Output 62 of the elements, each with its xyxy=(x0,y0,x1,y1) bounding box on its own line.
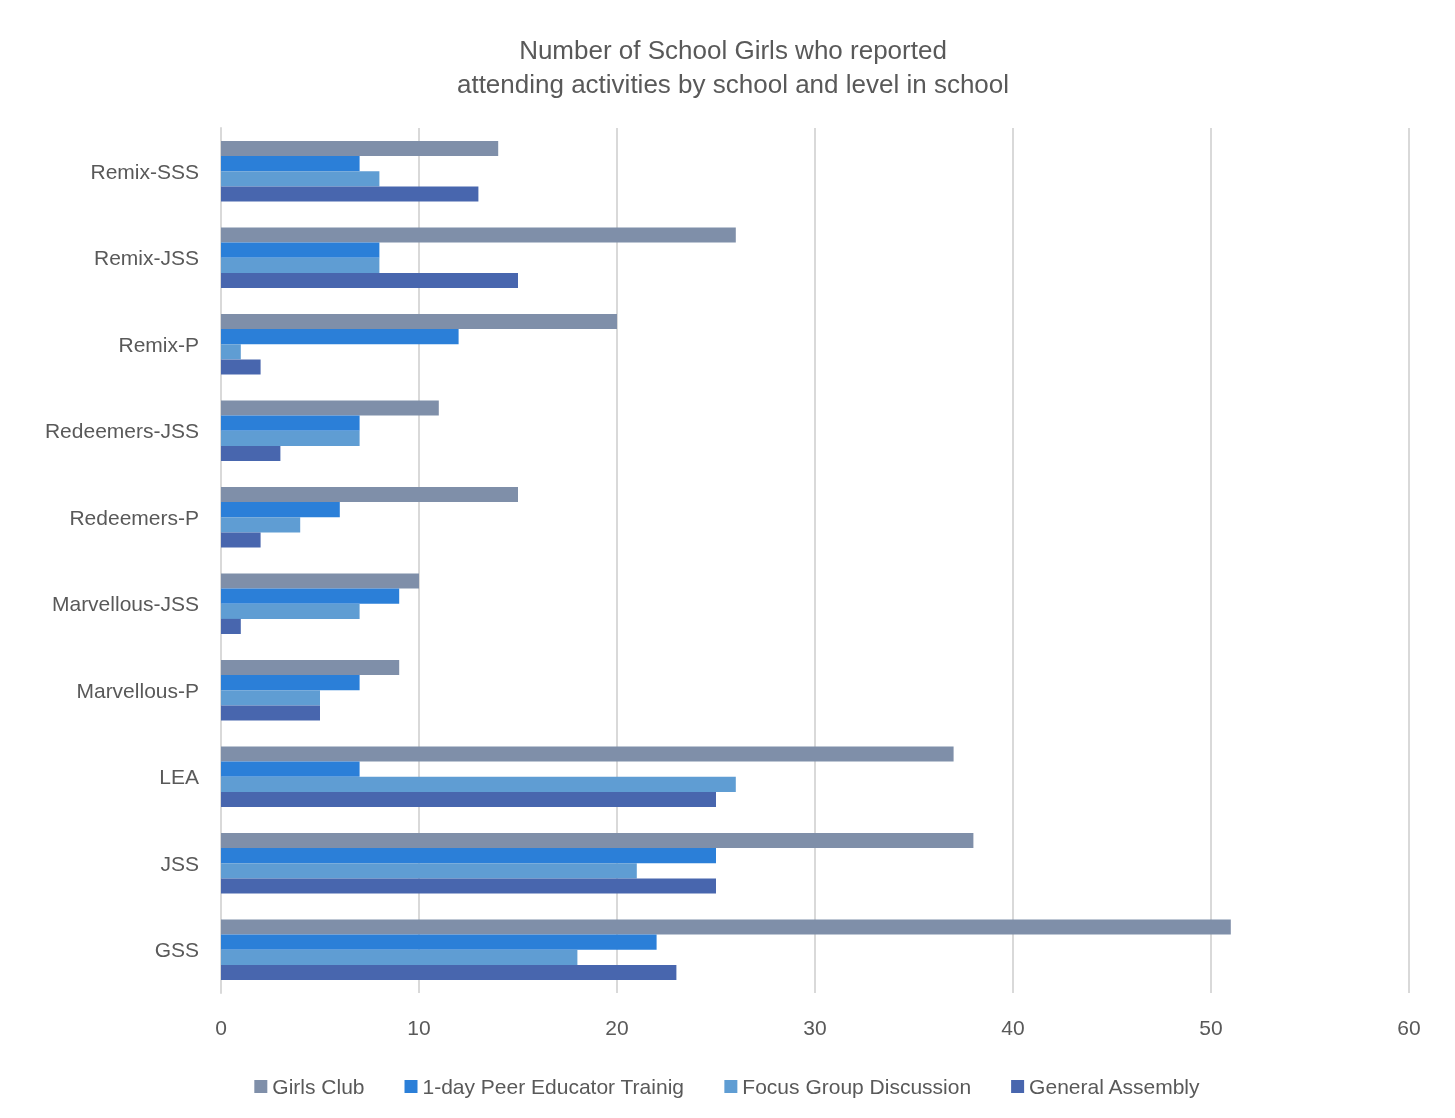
bar xyxy=(221,313,617,330)
bar xyxy=(221,746,954,762)
bar xyxy=(221,171,380,187)
bar xyxy=(221,573,419,589)
bar xyxy=(221,532,261,548)
bar xyxy=(221,919,1231,935)
bar xyxy=(221,848,716,864)
bar xyxy=(221,964,677,981)
bar xyxy=(221,186,479,202)
bar xyxy=(221,430,360,446)
bar xyxy=(221,705,320,721)
x-tick-label: 40 xyxy=(1001,1016,1025,1039)
bar xyxy=(221,242,380,258)
bar xyxy=(221,445,281,462)
bar xyxy=(221,156,360,172)
bar xyxy=(221,659,400,676)
bar xyxy=(221,272,518,289)
y-tick-label: Remix-JSS xyxy=(93,246,199,270)
legend-label: Girls Club xyxy=(272,1075,365,1098)
bar xyxy=(221,603,360,619)
x-tick-label: 10 xyxy=(407,1016,431,1039)
bar xyxy=(221,486,518,503)
legend-label: 1-day Peer Educator Trainig xyxy=(422,1075,684,1098)
x-tick-label: 0 xyxy=(215,1016,227,1039)
y-tick-label: JSS xyxy=(160,851,199,875)
bar xyxy=(221,400,439,416)
bar xyxy=(221,832,974,849)
bar xyxy=(221,863,637,879)
x-tick-label: 30 xyxy=(803,1016,827,1039)
y-tick-label: Marvellous-P xyxy=(76,678,199,702)
y-tick-label: Redeemers-P xyxy=(69,505,199,529)
x-tick-label: 50 xyxy=(1199,1016,1223,1039)
x-tick-label: 20 xyxy=(605,1016,629,1039)
y-tick-label: GSS xyxy=(154,938,199,962)
bar xyxy=(221,761,360,777)
bar xyxy=(221,878,716,894)
y-tick-label: Remix-P xyxy=(118,332,199,356)
bar xyxy=(221,517,301,533)
legend-label: Focus Group Discussion xyxy=(742,1075,972,1098)
bar xyxy=(221,359,261,375)
y-tick-label: Redeemers-JSS xyxy=(44,419,199,443)
bar xyxy=(221,618,241,635)
bar xyxy=(221,949,578,965)
bar xyxy=(221,329,459,345)
y-tick-label: LEA xyxy=(159,765,199,789)
bar xyxy=(221,502,340,518)
x-tick-label: 60 xyxy=(1397,1016,1421,1039)
bar xyxy=(221,227,736,243)
bar xyxy=(221,791,716,808)
legend-label: General Assembly xyxy=(1029,1075,1201,1098)
bar xyxy=(221,415,360,431)
bar xyxy=(221,344,241,360)
bar xyxy=(221,140,499,157)
bar xyxy=(221,776,736,792)
chart-title: Number of School Girls who reported attending activities by school and level in school xyxy=(456,35,1010,99)
y-tick-label: Marvellous-JSS xyxy=(51,592,199,616)
y-tick-label: Remix-SSS xyxy=(90,159,199,183)
bar xyxy=(221,690,320,706)
bar xyxy=(221,257,380,273)
bar xyxy=(221,934,657,950)
bar xyxy=(221,675,360,691)
bar xyxy=(221,588,400,604)
